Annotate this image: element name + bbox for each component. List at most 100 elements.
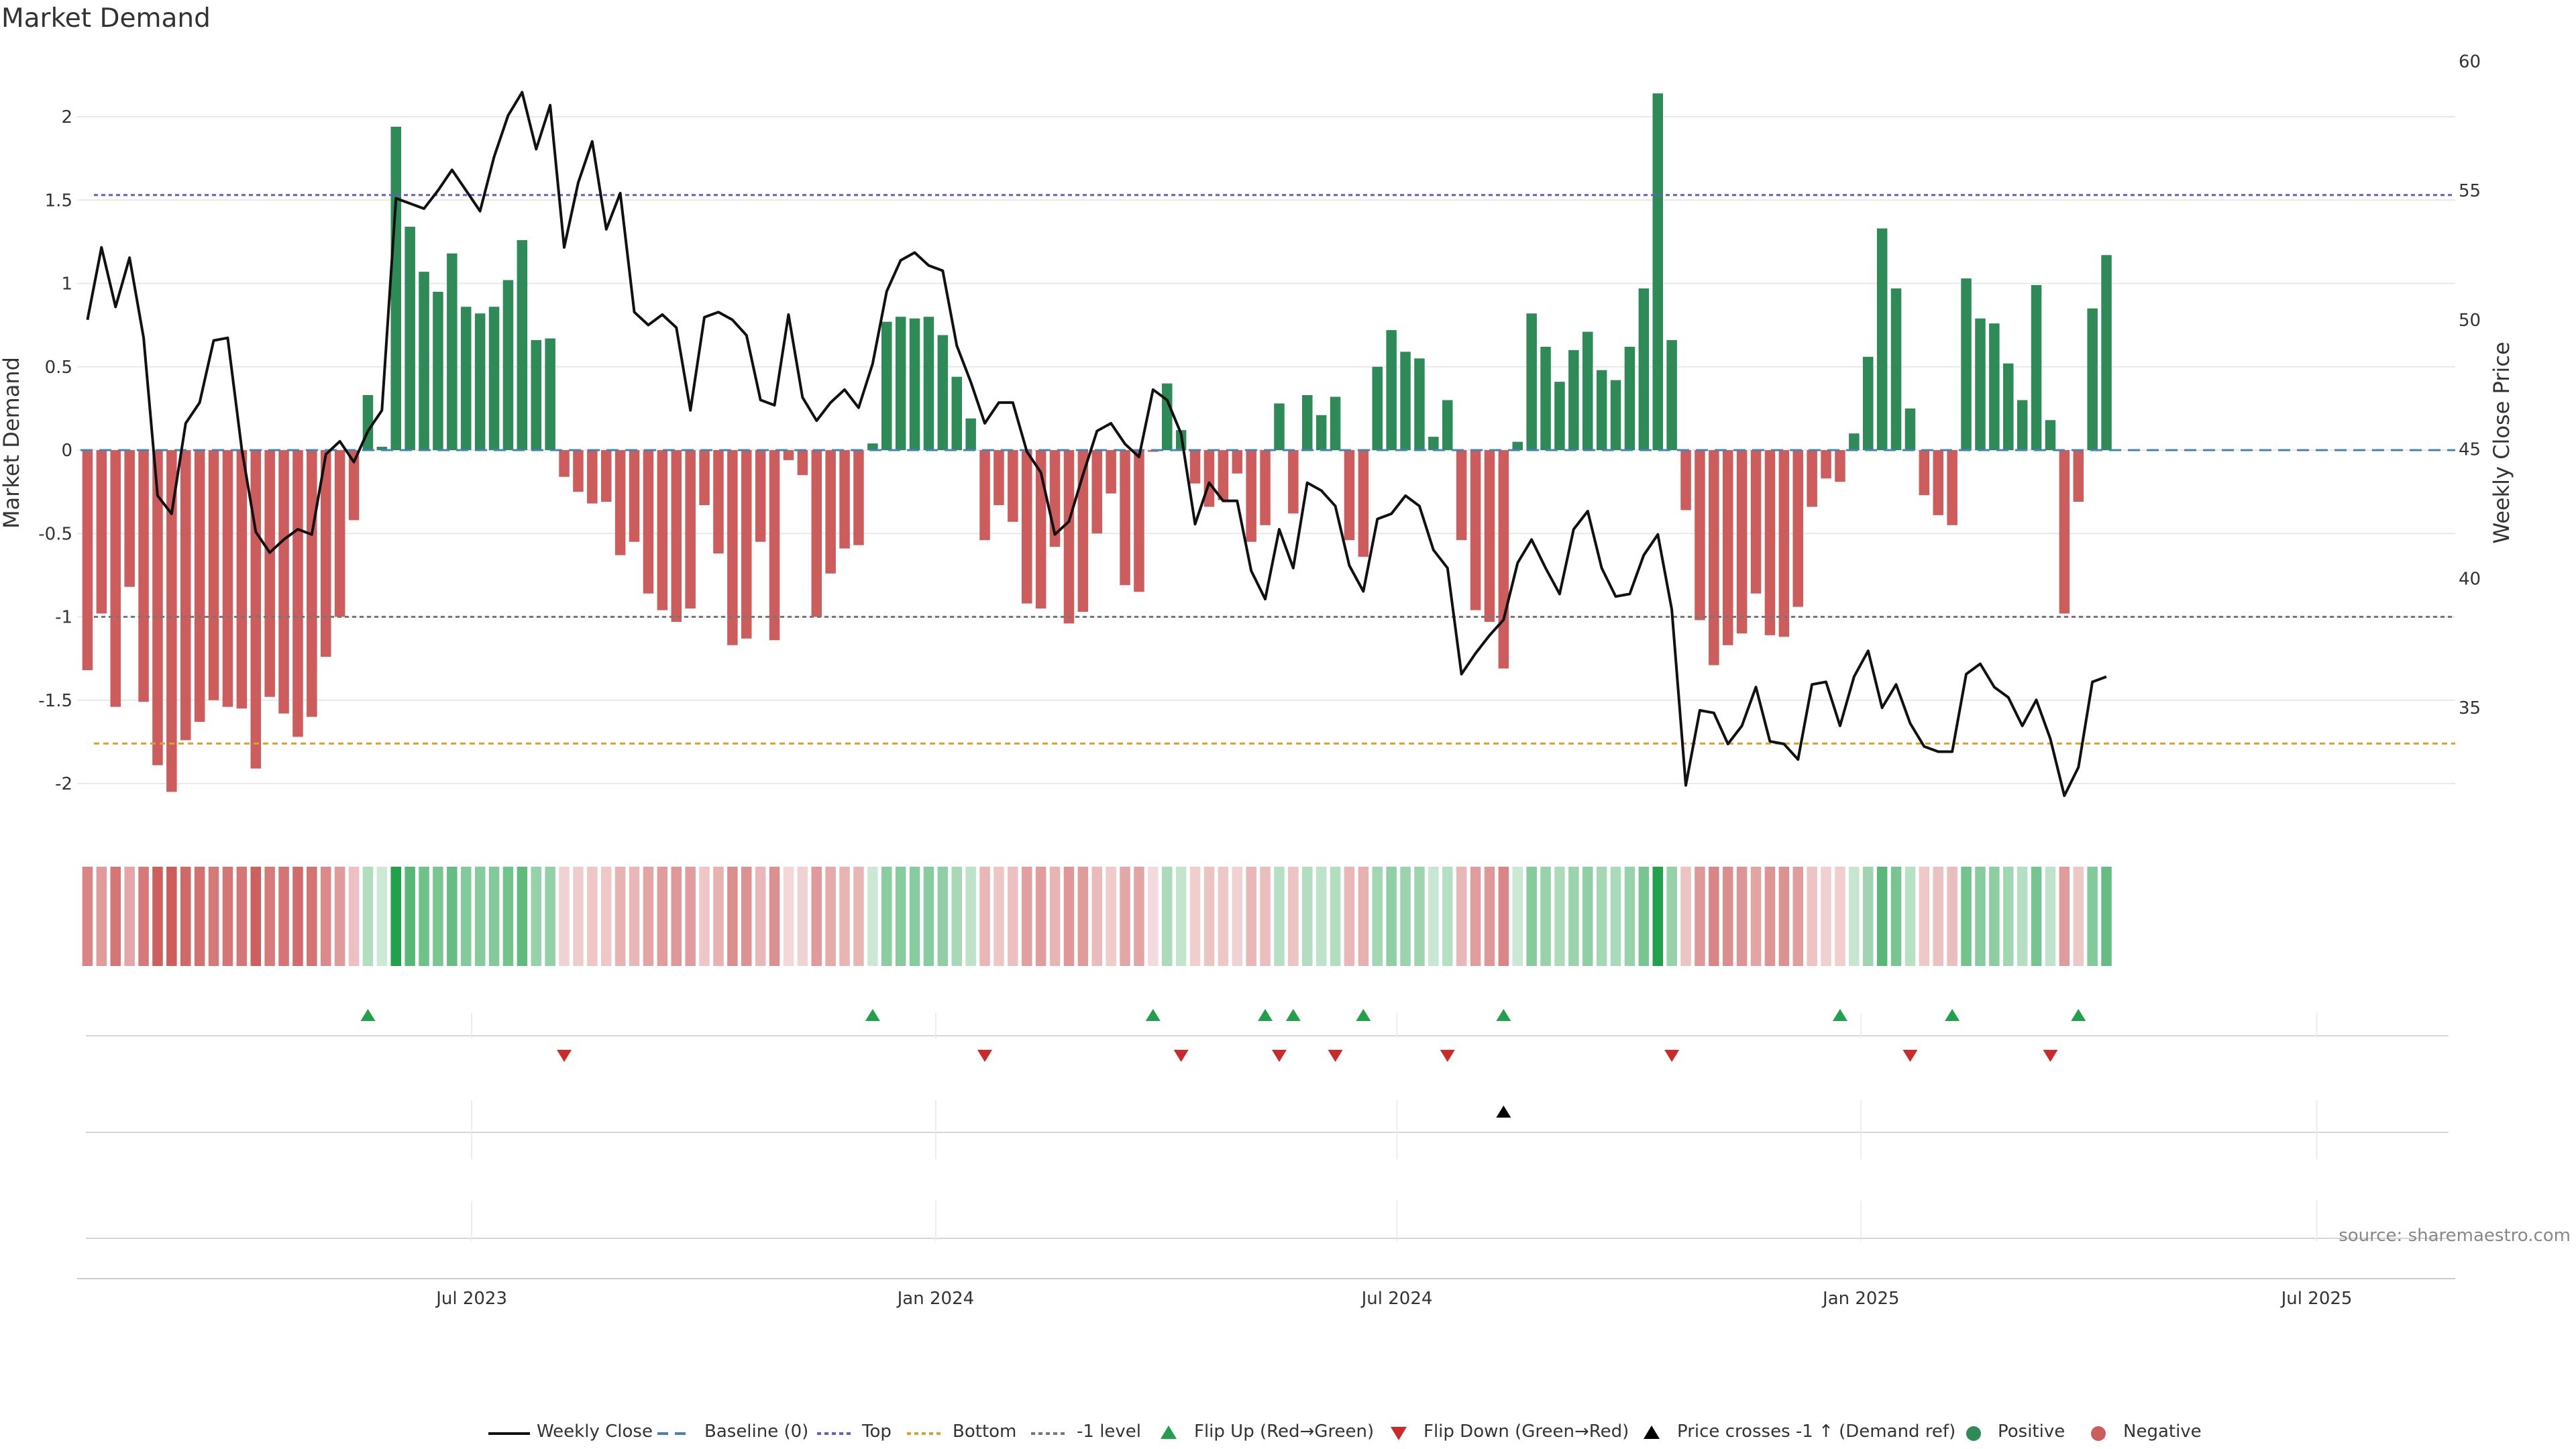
- heat-cell: [419, 867, 429, 966]
- heat-cell: [1835, 867, 1845, 966]
- flip-up-marker: [1832, 1009, 1847, 1021]
- demand-bar: [1260, 450, 1271, 525]
- demand-bar: [2031, 284, 2042, 450]
- demand-bar: [699, 450, 710, 506]
- demand-bar: [447, 253, 458, 450]
- flip-up-marker: [865, 1009, 880, 1021]
- heat-cell: [1540, 867, 1551, 966]
- x-tick-label: Jul 2025: [2280, 1289, 2353, 1309]
- demand-bar: [811, 450, 822, 617]
- demand-bar: [769, 450, 780, 641]
- heat-cell: [180, 867, 191, 966]
- demand-bar: [474, 313, 486, 450]
- flip-up-marker: [1145, 1009, 1161, 1021]
- demand-bar: [1428, 437, 1439, 450]
- heat-cell: [362, 867, 374, 966]
- demand-bar: [601, 450, 612, 502]
- demand-bar: [951, 376, 962, 450]
- demand-bar: [755, 450, 766, 542]
- heat-cell: [250, 867, 261, 966]
- heat-cell: [559, 867, 570, 966]
- heat-cell: [587, 867, 598, 966]
- demand-bar: [1792, 450, 1803, 607]
- heat-cell: [1821, 867, 1831, 966]
- price-cross-marker: [1496, 1106, 1511, 1118]
- heat-cell: [222, 867, 233, 966]
- demand-bar: [1134, 450, 1144, 592]
- price-cross-panel: [86, 1106, 2449, 1133]
- demand-bar: [587, 450, 598, 504]
- heat-cell: [839, 867, 850, 966]
- heat-cell: [1933, 867, 1943, 966]
- heat-cell: [1008, 867, 1018, 966]
- heat-cell: [657, 867, 668, 966]
- demand-bar: [208, 450, 219, 700]
- heat-cell: [1709, 867, 1719, 966]
- heat-cell: [1288, 867, 1299, 966]
- heat-cell: [208, 867, 219, 966]
- source-note: source: sharemaestro.com: [2339, 1226, 2571, 1246]
- heat-cell: [1344, 867, 1355, 966]
- heat-cell: [1568, 867, 1579, 966]
- heat-cell: [264, 867, 275, 966]
- demand-bar: [1316, 415, 1327, 450]
- flip-up-marker: [2071, 1009, 2086, 1021]
- legend-swatch: [1966, 1426, 1981, 1441]
- heat-cell: [1512, 867, 1523, 966]
- demand-bar: [1947, 450, 1957, 525]
- y-tick-label: -0.5: [38, 524, 72, 544]
- demand-bar: [1077, 450, 1089, 612]
- heat-cell: [1063, 867, 1075, 966]
- heat-cell: [573, 867, 584, 966]
- demand-bar: [1540, 346, 1551, 450]
- y2-axis-label: Weekly Close Price: [2489, 341, 2514, 543]
- heat-cell: [1260, 867, 1271, 966]
- demand-bar: [1807, 450, 1817, 507]
- heat-cell: [1890, 867, 1902, 966]
- demand-bar: [1120, 450, 1130, 586]
- heat-cell: [502, 867, 514, 966]
- demand-bar: [1933, 450, 1943, 515]
- demand-bar: [1568, 350, 1579, 450]
- demand-bar: [909, 318, 920, 450]
- heat-cell: [1849, 867, 1860, 966]
- heat-cell: [1989, 867, 2000, 966]
- demand-bar: [881, 321, 892, 450]
- y2-tick-label: 50: [2459, 311, 2481, 331]
- y2-tick-label: 45: [2459, 440, 2481, 460]
- demand-bar: [166, 450, 177, 792]
- demand-bar: [573, 450, 584, 492]
- heat-cell: [292, 867, 303, 966]
- y-tick-label: -1: [55, 608, 72, 628]
- heat-cell: [1106, 867, 1116, 966]
- demand-bar: [741, 450, 752, 639]
- heat-cell: [811, 867, 822, 966]
- heat-cell: [979, 867, 990, 966]
- heat-cell: [825, 867, 836, 966]
- flip-down-marker: [1664, 1050, 1680, 1062]
- legend-label: Flip Up (Red→Green): [1194, 1421, 1374, 1442]
- demand-bar: [1302, 394, 1313, 450]
- weekly-close-line: [86, 91, 2107, 798]
- heat-cell: [1652, 867, 1663, 966]
- heat-cell: [1134, 867, 1144, 966]
- x-tick-label: Jul 2024: [1360, 1289, 1433, 1309]
- demand-bar: [1764, 450, 1776, 635]
- heat-cell: [1582, 867, 1593, 966]
- y2-tick-label: 60: [2459, 52, 2481, 72]
- heat-cell: [685, 867, 696, 966]
- demand-bar: [1246, 450, 1256, 542]
- demand-bar: [517, 239, 528, 450]
- legend-label: Top: [861, 1421, 892, 1442]
- heat-cell: [1554, 867, 1565, 966]
- heat-cell: [1120, 867, 1130, 966]
- heat-cell: [1498, 867, 1509, 966]
- x-axis: Jul 2023 Jan 2024 Jul 2024 Jan 2025 Jul 2025: [435, 1013, 2352, 1309]
- heat-cell: [629, 867, 640, 966]
- demand-bar: [1821, 450, 1831, 479]
- demand-bar: [937, 335, 949, 450]
- demand-bar: [671, 450, 682, 622]
- demand-bar: [433, 291, 443, 450]
- heat-cell: [797, 867, 808, 966]
- demand-bar: [110, 450, 121, 707]
